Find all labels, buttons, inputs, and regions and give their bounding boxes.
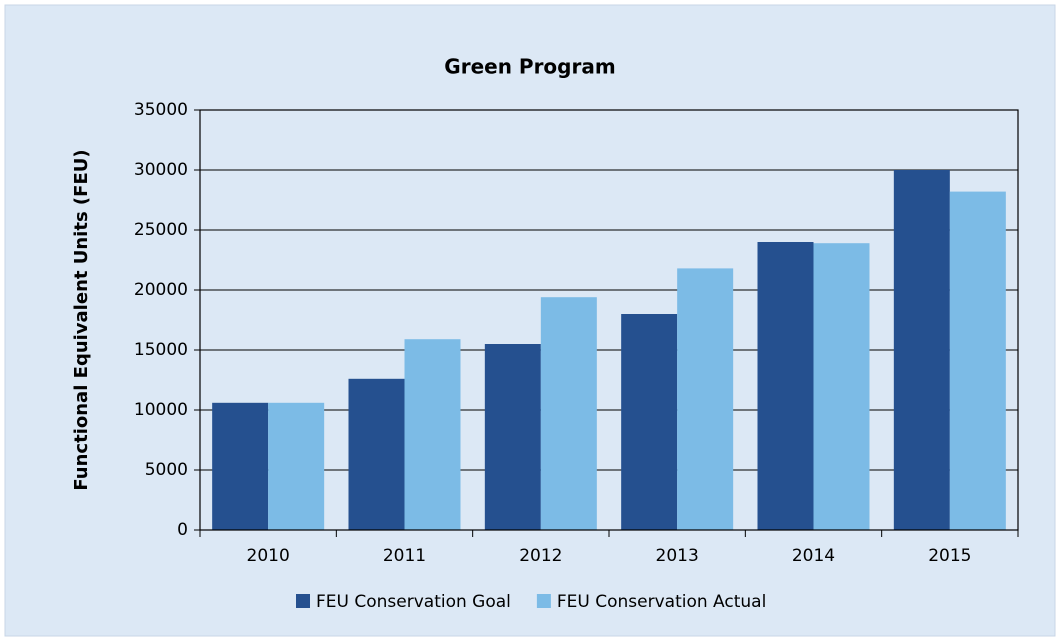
bar: [813, 243, 870, 530]
bar: [268, 402, 325, 530]
bar: [893, 170, 950, 530]
legend-swatch: [536, 594, 551, 608]
y-tick-label: 30000: [134, 160, 188, 180]
bar: [484, 344, 541, 530]
y-tick-label: 10000: [134, 400, 188, 420]
bar: [404, 339, 461, 530]
y-tick-label: 15000: [134, 340, 188, 360]
bar: [621, 314, 678, 530]
y-tick-label: 20000: [134, 280, 188, 300]
y-tick-label: 0: [177, 520, 188, 540]
bar: [212, 402, 269, 530]
bar: [348, 378, 405, 530]
chart-title: Green Program: [444, 55, 615, 79]
legend-label: FEU Conservation Actual: [557, 592, 766, 612]
legend-label: FEU Conservation Goal: [316, 592, 511, 612]
y-axis-label: Functional Equivalent Units (FEU): [71, 149, 92, 490]
bar: [757, 242, 814, 530]
plot-frame: [199, 109, 1019, 531]
x-tick-label: 2011: [383, 546, 426, 566]
bar: [540, 297, 597, 530]
x-tick-label: 2014: [792, 546, 835, 566]
bar: [949, 191, 1006, 530]
y-tick-label: 35000: [134, 100, 188, 120]
y-tick-label: 25000: [134, 220, 188, 240]
x-tick-label: 2010: [247, 546, 290, 566]
x-tick-label: 2012: [519, 546, 562, 566]
bar: [677, 268, 734, 530]
legend-swatch: [296, 594, 310, 608]
x-tick-label: 2013: [656, 546, 699, 566]
y-tick-label: 5000: [145, 460, 188, 480]
x-tick-label: 2015: [928, 546, 971, 566]
